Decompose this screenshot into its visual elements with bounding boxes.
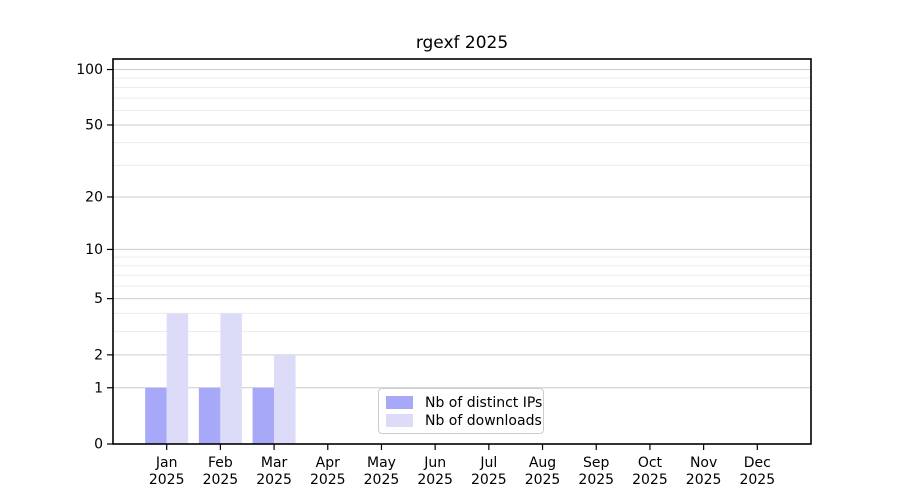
x-tick-label-month: Dec (744, 455, 771, 471)
x-tick-label-year: 2025 (149, 472, 185, 488)
x-tick-label-year: 2025 (686, 472, 722, 488)
legend-swatch-distinct-ips (386, 396, 413, 409)
bar-downloads-mar (274, 354, 296, 444)
x-tick-label-month: Mar (261, 455, 288, 471)
y-tick-label: 10 (85, 242, 103, 258)
y-tick-label: 50 (85, 117, 103, 133)
x-tick-label-month: Feb (208, 455, 233, 471)
y-tick-label: 100 (76, 62, 103, 78)
x-tick-label-month: Aug (529, 455, 556, 471)
x-tick-label-month: Nov (690, 455, 717, 471)
x-tick-label-year: 2025 (578, 472, 614, 488)
x-tick-label-year: 2025 (525, 472, 561, 488)
bar-distinct-ips-mar (252, 387, 275, 444)
bar-distinct-ips-feb (198, 387, 221, 444)
x-tick-label-month: Sep (583, 455, 610, 471)
x-tick-label-month: Apr (316, 455, 340, 471)
x-tick-label-month: Jul (479, 455, 497, 471)
x-tick-label-month: May (367, 455, 396, 471)
legend: Nb of distinct IPs Nb of downloads (378, 388, 544, 434)
y-tick-label: 1 (94, 380, 103, 396)
bar-downloads-feb (220, 313, 242, 444)
y-tick-label: 2 (94, 347, 103, 363)
bar-downloads-jan (166, 313, 189, 444)
plot-border (112, 58, 812, 445)
x-tick-label-year: 2025 (632, 472, 668, 488)
legend-item-downloads: Nb of downloads (386, 412, 542, 429)
x-tick-label-month: Jun (423, 455, 446, 471)
x-tick-label-year: 2025 (364, 472, 400, 488)
bar-distinct-ips-jan (145, 387, 167, 444)
x-tick-label-month: Oct (638, 455, 663, 471)
x-tick-label-year: 2025 (739, 472, 775, 488)
legend-swatch-downloads (386, 414, 413, 427)
y-tick-label: 0 (94, 437, 103, 453)
y-tick-label: 20 (85, 189, 103, 205)
x-tick-label-year: 2025 (310, 472, 346, 488)
x-tick-label-year: 2025 (471, 472, 507, 488)
x-tick-label-year: 2025 (417, 472, 453, 488)
x-tick-label-year: 2025 (203, 472, 239, 488)
x-tick-label-year: 2025 (256, 472, 292, 488)
legend-label-distinct-ips: Nb of distinct IPs (425, 394, 543, 411)
legend-label-downloads: Nb of downloads (425, 412, 542, 429)
chart-title: rgexf 2025 (415, 33, 509, 53)
y-tick-label: 5 (94, 291, 103, 307)
x-tick-label-month: Jan (155, 455, 178, 471)
legend-item-distinct-ips: Nb of distinct IPs (386, 394, 542, 411)
